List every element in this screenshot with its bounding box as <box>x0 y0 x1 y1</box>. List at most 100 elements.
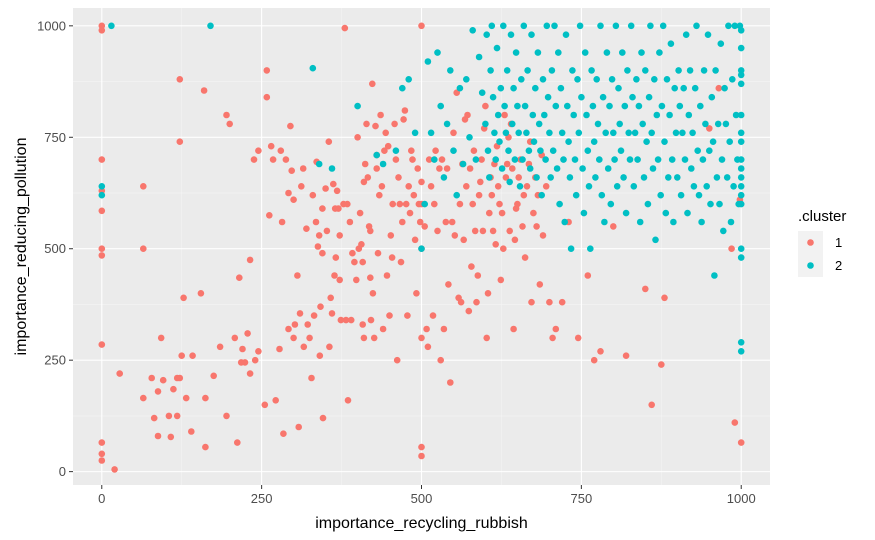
data-point-cluster-2 <box>651 76 658 83</box>
data-point-cluster-2 <box>478 89 486 96</box>
data-point-cluster-1 <box>546 298 553 306</box>
data-point-cluster-2 <box>737 339 745 346</box>
data-point-cluster-1 <box>341 24 349 32</box>
data-point-cluster-1 <box>367 274 374 282</box>
data-point-cluster-1 <box>451 232 459 239</box>
data-point-cluster-1 <box>489 227 497 235</box>
data-point-cluster-2 <box>529 111 537 119</box>
data-point-cluster-1 <box>278 218 286 226</box>
data-point-cluster-2 <box>502 129 510 137</box>
data-point-cluster-1 <box>178 352 185 360</box>
data-point-cluster-2 <box>657 191 664 199</box>
data-point-cluster-2 <box>98 191 106 199</box>
data-point-cluster-1 <box>706 125 713 132</box>
data-point-cluster-1 <box>308 374 315 382</box>
data-point-cluster-1 <box>533 223 540 230</box>
data-point-cluster-2 <box>537 147 544 154</box>
data-point-cluster-1 <box>246 256 254 264</box>
data-point-cluster-2 <box>494 111 502 119</box>
data-point-cluster-1 <box>436 165 443 172</box>
data-point-cluster-1 <box>429 312 437 319</box>
data-point-cluster-2 <box>569 67 576 74</box>
data-point-cluster-1 <box>246 370 254 377</box>
data-point-cluster-1 <box>473 298 480 306</box>
data-point-cluster-1 <box>200 87 208 94</box>
data-point-cluster-2 <box>737 183 745 190</box>
data-point-cluster-1 <box>423 325 430 333</box>
data-point-cluster-2 <box>570 111 577 119</box>
data-point-cluster-1 <box>116 370 123 377</box>
data-point-cluster-2 <box>711 272 718 279</box>
data-point-cluster-1 <box>501 111 508 119</box>
data-point-cluster-1 <box>369 80 376 88</box>
data-point-cluster-1 <box>552 325 560 333</box>
data-point-cluster-1 <box>290 196 297 203</box>
data-point-cluster-1 <box>438 156 446 163</box>
data-point-cluster-1 <box>277 147 285 154</box>
legend: .cluster 1 2 <box>798 208 846 277</box>
data-point-cluster-1 <box>298 183 305 190</box>
data-point-cluster-1 <box>314 243 322 250</box>
data-point-cluster-1 <box>539 232 547 239</box>
data-point-cluster-2 <box>498 165 506 172</box>
x-tick-label: 500 <box>411 491 433 506</box>
data-point-cluster-1 <box>465 307 473 315</box>
data-point-cluster-1 <box>494 183 502 190</box>
data-point-cluster-1 <box>405 183 413 190</box>
data-point-cluster-2 <box>601 218 608 226</box>
data-point-cluster-1 <box>327 294 335 302</box>
data-point-cluster-1 <box>470 147 478 154</box>
data-point-cluster-1 <box>319 414 327 422</box>
data-point-cluster-1 <box>474 272 482 279</box>
data-point-cluster-2 <box>506 178 513 186</box>
data-point-cluster-2 <box>552 102 560 110</box>
data-point-cluster-2 <box>548 67 556 74</box>
data-point-cluster-1 <box>241 359 249 366</box>
data-point-cluster-1 <box>478 156 485 163</box>
data-point-cluster-2 <box>482 120 489 128</box>
data-point-cluster-1 <box>510 325 517 333</box>
data-point-cluster-2 <box>671 84 678 92</box>
data-point-cluster-1 <box>309 191 317 199</box>
data-point-cluster-1 <box>360 178 368 186</box>
data-point-cluster-2 <box>634 156 641 163</box>
data-point-cluster-1 <box>622 352 630 360</box>
data-point-cluster-1 <box>409 156 416 163</box>
data-point-cluster-1 <box>558 298 566 306</box>
data-point-cluster-2 <box>463 76 470 83</box>
data-point-cluster-2 <box>500 22 507 30</box>
data-point-cluster-2 <box>440 174 448 181</box>
data-point-cluster-2 <box>539 76 547 83</box>
data-point-cluster-2 <box>503 67 511 74</box>
data-point-cluster-1 <box>255 348 262 355</box>
data-point-cluster-2 <box>515 129 522 137</box>
data-point-cluster-1 <box>496 200 503 208</box>
data-point-cluster-2 <box>613 183 621 190</box>
data-point-cluster-1 <box>418 22 425 30</box>
data-point-cluster-2 <box>686 67 694 74</box>
data-point-cluster-1 <box>431 200 438 208</box>
data-point-cluster-2 <box>670 218 677 226</box>
data-point-cluster-1 <box>157 334 165 342</box>
data-point-cluster-2 <box>587 245 594 252</box>
data-point-cluster-2 <box>315 160 323 168</box>
data-point-cluster-2 <box>726 138 733 145</box>
data-point-cluster-1 <box>342 316 350 324</box>
data-point-cluster-2 <box>526 165 534 172</box>
data-point-cluster-2 <box>707 200 714 208</box>
data-point-cluster-2 <box>590 138 598 145</box>
data-point-cluster-2 <box>685 111 693 119</box>
data-point-cluster-2 <box>648 129 655 137</box>
data-point-cluster-1 <box>370 334 378 342</box>
data-point-cluster-2 <box>567 245 575 252</box>
data-point-cluster-1 <box>98 457 106 464</box>
data-point-cluster-1 <box>325 138 333 145</box>
data-point-cluster-1 <box>148 374 155 382</box>
data-point-cluster-2 <box>621 102 629 110</box>
data-point-cluster-1 <box>584 272 592 279</box>
data-point-cluster-1 <box>399 218 406 226</box>
data-point-cluster-2 <box>546 129 553 137</box>
data-point-cluster-2 <box>392 147 400 154</box>
data-point-cluster-1 <box>488 191 496 199</box>
data-point-cluster-1 <box>170 385 177 393</box>
